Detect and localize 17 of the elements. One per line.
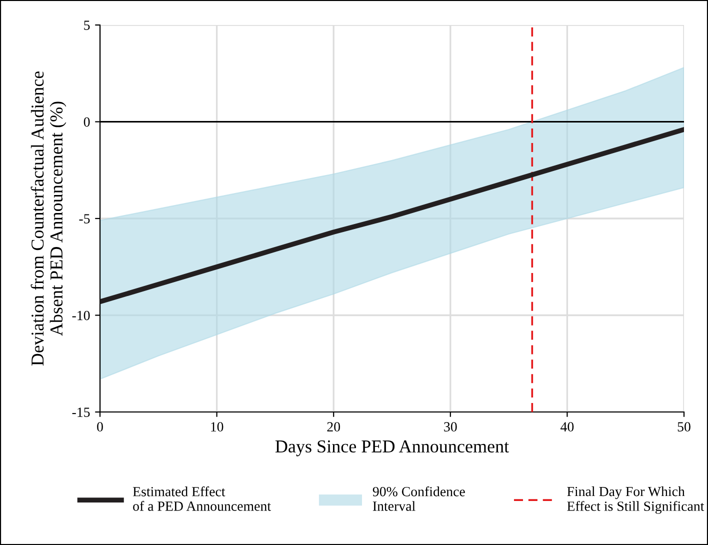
- x-tick-label: 50: [678, 422, 690, 432]
- x-tick-label: 10: [211, 422, 224, 432]
- legend-label: Final Day For Which Effect is Still Significant: [567, 486, 704, 514]
- text: 90% Confidence Interval: [372, 486, 465, 511]
- x-axis-title: Days Since PED Announcement: [275, 440, 509, 456]
- x-tick-label: 30: [444, 422, 457, 432]
- y-tick-label: -10: [72, 310, 90, 320]
- y-tick-label: -15: [72, 408, 90, 417]
- line-series: [100, 127, 684, 304]
- x-tick-label: 40: [560, 422, 574, 432]
- y-tick-label: 5: [84, 20, 90, 30]
- y-tick-label: -5: [79, 214, 90, 224]
- x-tick-label: 20: [327, 422, 340, 432]
- legend-label: Estimated Effect of a PED Announcement: [132, 486, 271, 511]
- y-tick-label: 0: [84, 117, 90, 127]
- x-tick-label: 0: [97, 422, 103, 432]
- y-axis-title: Deviation from Counterfactual Audience Absent PED Announcement (%): [30, 71, 66, 366]
